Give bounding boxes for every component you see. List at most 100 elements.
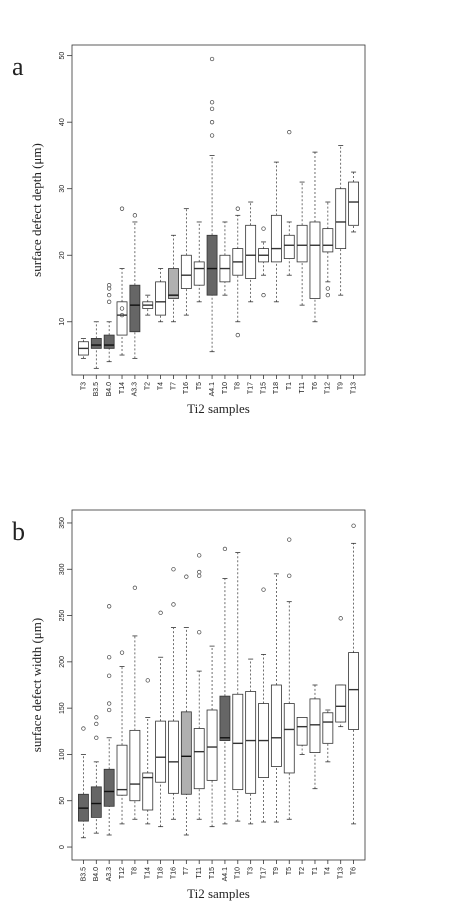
x-tick-label: T6 xyxy=(350,867,357,875)
outlier xyxy=(197,569,202,575)
outlier xyxy=(132,585,138,590)
box xyxy=(245,224,257,279)
x-tick-label: T9 xyxy=(273,867,280,875)
y-tick-label: 50 xyxy=(59,797,66,805)
y-tick-label: 40 xyxy=(59,118,66,126)
x-tick-label: T12 xyxy=(325,382,332,394)
box xyxy=(103,768,115,807)
outlier xyxy=(171,567,176,572)
box xyxy=(348,181,359,226)
box xyxy=(142,772,154,811)
x-tick-label: T3 xyxy=(80,382,87,390)
x-tick-label: T16 xyxy=(170,867,177,879)
panel-label: b xyxy=(12,517,25,546)
outlier xyxy=(287,537,292,542)
x-tick-label: T4 xyxy=(157,382,164,390)
outlier xyxy=(338,616,343,621)
x-tick-label: T5 xyxy=(196,382,203,390)
box xyxy=(309,221,321,299)
x-tick-label: T7 xyxy=(183,867,190,875)
outlier xyxy=(171,602,176,607)
outlier xyxy=(119,206,125,211)
outlier xyxy=(184,574,189,579)
y-tick-label: 250 xyxy=(59,610,66,622)
outlier xyxy=(351,523,356,528)
outlier xyxy=(107,655,112,660)
y-tick-label: 20 xyxy=(59,251,66,259)
x-tick-label: B3.5 xyxy=(80,867,87,882)
x-tick-label: T1 xyxy=(312,867,319,875)
box xyxy=(193,261,205,286)
x-tick-label: T9 xyxy=(338,382,345,390)
outlier xyxy=(107,283,112,288)
outlier xyxy=(197,630,202,635)
y-axis-title: surface defect width (μm) xyxy=(29,618,44,752)
y-tick-label: 150 xyxy=(59,702,66,714)
outlier xyxy=(94,715,99,720)
outlier xyxy=(119,306,125,311)
outlier xyxy=(222,546,228,552)
box xyxy=(270,214,282,263)
x-axis-title: Ti2 samples xyxy=(187,401,250,416)
outlier xyxy=(235,206,240,211)
box xyxy=(335,188,347,249)
x-tick-label: T15 xyxy=(209,867,216,879)
box xyxy=(348,652,359,730)
outlier xyxy=(107,293,112,298)
x-tick-label: T8 xyxy=(235,382,242,390)
x-tick-label: T16 xyxy=(183,382,190,394)
outlier xyxy=(209,56,215,62)
x-tick-label: A3.3 xyxy=(106,867,113,882)
box xyxy=(322,228,334,253)
x-tick-label: T17 xyxy=(248,382,255,394)
box xyxy=(103,334,115,349)
outlier xyxy=(209,100,215,105)
y-tick-label: 100 xyxy=(59,749,66,761)
x-tick-label: T11 xyxy=(299,382,306,394)
x-tick-label: T1 xyxy=(286,382,293,390)
x-axis-title: Ti2 samples xyxy=(187,886,250,901)
x-tick-label: T10 xyxy=(222,382,229,394)
box xyxy=(168,268,179,299)
outlier xyxy=(261,226,266,231)
x-tick-label: T11 xyxy=(196,867,203,879)
x-tick-label: T7 xyxy=(170,382,177,390)
x-tick-label: T14 xyxy=(145,867,152,879)
box xyxy=(129,729,141,802)
x-tick-label: B3.5 xyxy=(93,382,100,397)
y-tick-label: 350 xyxy=(59,517,66,529)
y-tick-label: 50 xyxy=(59,52,66,60)
outlier xyxy=(209,133,215,138)
x-tick-label: T17 xyxy=(260,867,267,879)
outlier xyxy=(81,726,86,731)
outlier xyxy=(119,312,125,318)
box xyxy=(155,281,167,316)
outlier xyxy=(107,299,112,304)
x-tick-label: T6 xyxy=(312,382,319,390)
box xyxy=(245,691,257,794)
y-tick-label: 200 xyxy=(59,656,66,668)
box xyxy=(219,695,231,741)
x-tick-label: T8 xyxy=(132,867,139,875)
outlier xyxy=(107,701,112,706)
outlier xyxy=(261,587,266,592)
plot-frame xyxy=(71,509,366,861)
y-tick-label: 300 xyxy=(59,563,66,575)
outlier xyxy=(145,678,150,683)
box xyxy=(270,684,282,767)
plot-frame xyxy=(71,44,366,376)
x-tick-label: T3 xyxy=(248,867,255,875)
box xyxy=(168,720,179,794)
outlier xyxy=(107,673,112,678)
x-tick-label: A3.3 xyxy=(132,382,139,397)
outlier xyxy=(94,735,99,740)
outlier xyxy=(287,130,292,135)
outlier xyxy=(132,213,138,218)
outlier xyxy=(197,573,202,578)
outlier xyxy=(107,604,112,609)
outlier xyxy=(287,573,292,578)
x-tick-label: T18 xyxy=(157,867,164,879)
x-tick-label: T4 xyxy=(325,867,332,875)
y-axis-title: surface defect depth (μm) xyxy=(29,143,44,277)
